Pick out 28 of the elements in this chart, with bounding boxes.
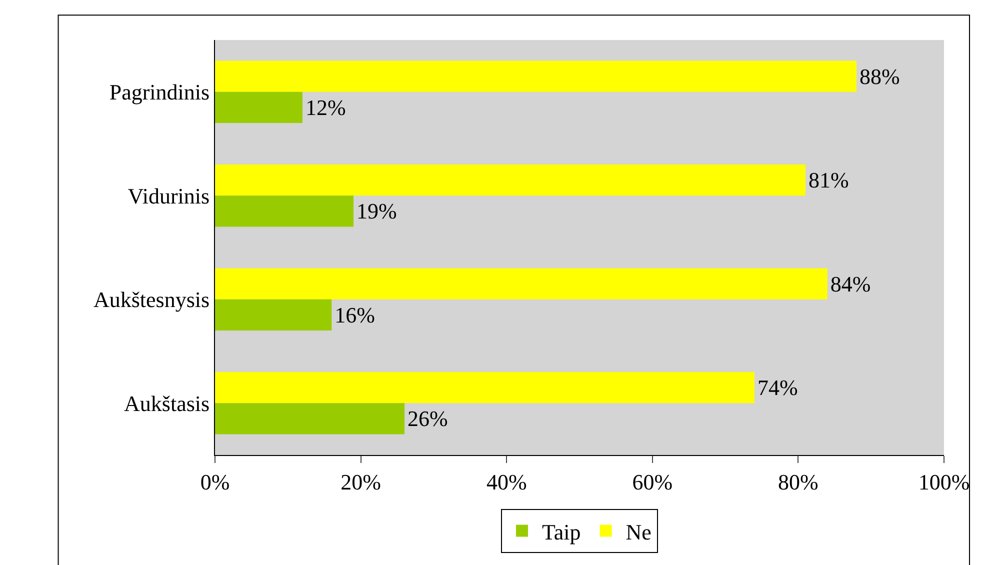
y-tick-label: Aukštasis bbox=[124, 390, 210, 416]
data-label: 74% bbox=[757, 375, 798, 400]
x-tick-label: 100% bbox=[918, 469, 970, 494]
bar bbox=[215, 196, 354, 227]
bar bbox=[215, 268, 828, 300]
x-tick-label: 20% bbox=[340, 469, 381, 494]
y-tick-label: Vidurinis bbox=[128, 183, 210, 208]
data-label: 81% bbox=[808, 168, 849, 193]
data-label: 84% bbox=[830, 271, 871, 296]
bar bbox=[215, 372, 754, 404]
x-tick-label: 40% bbox=[486, 469, 527, 494]
x-tick-label: 0% bbox=[200, 469, 230, 494]
bar bbox=[215, 403, 405, 434]
data-label: 88% bbox=[860, 64, 900, 89]
bar bbox=[215, 92, 302, 123]
legend-label: Ne bbox=[626, 519, 652, 544]
data-label: 12% bbox=[305, 94, 346, 120]
data-label: 19% bbox=[356, 198, 397, 224]
x-tick-label: 80% bbox=[778, 469, 818, 494]
y-tick-label: Pagrindinis bbox=[109, 80, 210, 105]
legend-label: Taip bbox=[542, 519, 581, 544]
x-tick-label: 60% bbox=[632, 469, 673, 494]
bar bbox=[215, 299, 332, 330]
bar bbox=[215, 60, 857, 92]
data-label: 26% bbox=[408, 406, 448, 432]
bar bbox=[215, 164, 806, 196]
y-tick-label: Aukštesnysis bbox=[93, 287, 210, 312]
data-label: 16% bbox=[334, 302, 375, 328]
